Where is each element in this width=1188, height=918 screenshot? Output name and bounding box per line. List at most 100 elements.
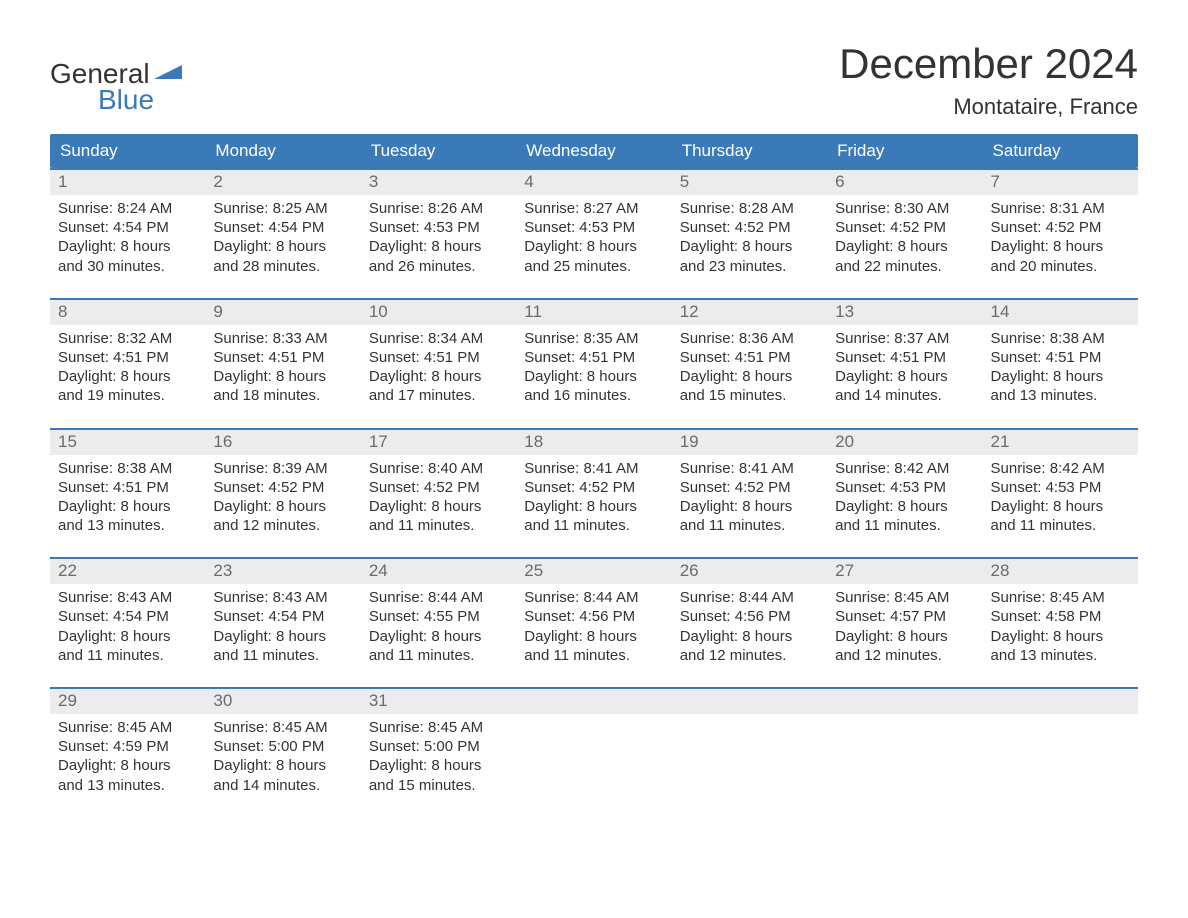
day-number: 21 (983, 430, 1138, 455)
sunrise-line: Sunrise: 8:42 AM (835, 459, 974, 478)
daylight-line-2: and 11 minutes. (680, 516, 819, 535)
day-body: Sunrise: 8:43 AMSunset: 4:54 PMDaylight:… (50, 584, 205, 671)
sunset-line: Sunset: 4:56 PM (524, 607, 663, 626)
calendar-cell: 16Sunrise: 8:39 AMSunset: 4:52 PMDayligh… (205, 430, 360, 542)
day-body: Sunrise: 8:39 AMSunset: 4:52 PMDaylight:… (205, 455, 360, 542)
day-body: Sunrise: 8:26 AMSunset: 4:53 PMDaylight:… (361, 195, 516, 282)
sunset-line: Sunset: 4:51 PM (835, 348, 974, 367)
daylight-line-2: and 30 minutes. (58, 257, 197, 276)
day-number: 30 (205, 689, 360, 714)
day-body: Sunrise: 8:34 AMSunset: 4:51 PMDaylight:… (361, 325, 516, 412)
daylight-line-1: Daylight: 8 hours (369, 367, 508, 386)
sunrise-line: Sunrise: 8:43 AM (213, 588, 352, 607)
day-body: Sunrise: 8:31 AMSunset: 4:52 PMDaylight:… (983, 195, 1138, 282)
location: Montataire, France (839, 94, 1138, 120)
sunrise-line: Sunrise: 8:35 AM (524, 329, 663, 348)
daylight-line-2: and 13 minutes. (58, 516, 197, 535)
daylight-line-2: and 13 minutes. (991, 386, 1130, 405)
daylight-line-2: and 20 minutes. (991, 257, 1130, 276)
sunset-line: Sunset: 4:52 PM (991, 218, 1130, 237)
daylight-line-1: Daylight: 8 hours (58, 367, 197, 386)
day-body: Sunrise: 8:44 AMSunset: 4:56 PMDaylight:… (672, 584, 827, 671)
day-number: 26 (672, 559, 827, 584)
day-body: Sunrise: 8:45 AMSunset: 4:59 PMDaylight:… (50, 714, 205, 801)
sunrise-line: Sunrise: 8:44 AM (524, 588, 663, 607)
sunrise-line: Sunrise: 8:38 AM (991, 329, 1130, 348)
day-number: 7 (983, 170, 1138, 195)
daylight-line-1: Daylight: 8 hours (213, 367, 352, 386)
calendar-cell: 8Sunrise: 8:32 AMSunset: 4:51 PMDaylight… (50, 300, 205, 412)
dayname: Friday (827, 134, 982, 168)
daylight-line-1: Daylight: 8 hours (58, 497, 197, 516)
day-number: 23 (205, 559, 360, 584)
sunset-line: Sunset: 4:52 PM (680, 478, 819, 497)
calendar-cell: 3Sunrise: 8:26 AMSunset: 4:53 PMDaylight… (361, 170, 516, 282)
week: 22Sunrise: 8:43 AMSunset: 4:54 PMDayligh… (50, 557, 1138, 671)
daylight-line-1: Daylight: 8 hours (369, 237, 508, 256)
page-title: December 2024 (839, 40, 1138, 88)
calendar-cell: 28Sunrise: 8:45 AMSunset: 4:58 PMDayligh… (983, 559, 1138, 671)
day-number: 16 (205, 430, 360, 455)
day-body: Sunrise: 8:44 AMSunset: 4:55 PMDaylight:… (361, 584, 516, 671)
sunrise-line: Sunrise: 8:25 AM (213, 199, 352, 218)
daylight-line-1: Daylight: 8 hours (835, 497, 974, 516)
calendar-cell: 29Sunrise: 8:45 AMSunset: 4:59 PMDayligh… (50, 689, 205, 801)
daylight-line-1: Daylight: 8 hours (524, 367, 663, 386)
day-number: 24 (361, 559, 516, 584)
calendar-cell: 23Sunrise: 8:43 AMSunset: 4:54 PMDayligh… (205, 559, 360, 671)
calendar-cell (672, 689, 827, 801)
sunset-line: Sunset: 4:54 PM (58, 218, 197, 237)
calendar-cell: 20Sunrise: 8:42 AMSunset: 4:53 PMDayligh… (827, 430, 982, 542)
daylight-line-2: and 11 minutes. (991, 516, 1130, 535)
flag-icon (154, 65, 182, 83)
day-number (983, 689, 1138, 714)
dayname: Thursday (672, 134, 827, 168)
day-number: 27 (827, 559, 982, 584)
daylight-line-2: and 11 minutes. (524, 516, 663, 535)
daylight-line-2: and 11 minutes. (213, 646, 352, 665)
sunset-line: Sunset: 4:58 PM (991, 607, 1130, 626)
dayname: Sunday (50, 134, 205, 168)
calendar-cell: 18Sunrise: 8:41 AMSunset: 4:52 PMDayligh… (516, 430, 671, 542)
sunrise-line: Sunrise: 8:26 AM (369, 199, 508, 218)
day-body: Sunrise: 8:45 AMSunset: 4:57 PMDaylight:… (827, 584, 982, 671)
daylight-line-2: and 22 minutes. (835, 257, 974, 276)
sunrise-line: Sunrise: 8:36 AM (680, 329, 819, 348)
sunrise-line: Sunrise: 8:43 AM (58, 588, 197, 607)
day-number (672, 689, 827, 714)
sunset-line: Sunset: 4:51 PM (680, 348, 819, 367)
sunset-line: Sunset: 4:51 PM (58, 348, 197, 367)
dayname: Saturday (983, 134, 1138, 168)
daylight-line-2: and 14 minutes. (835, 386, 974, 405)
day-body: Sunrise: 8:36 AMSunset: 4:51 PMDaylight:… (672, 325, 827, 412)
day-body: Sunrise: 8:30 AMSunset: 4:52 PMDaylight:… (827, 195, 982, 282)
daylight-line-1: Daylight: 8 hours (835, 367, 974, 386)
daylight-line-2: and 13 minutes. (991, 646, 1130, 665)
calendar-cell (827, 689, 982, 801)
week: 29Sunrise: 8:45 AMSunset: 4:59 PMDayligh… (50, 687, 1138, 801)
daylight-line-1: Daylight: 8 hours (58, 627, 197, 646)
daylight-line-2: and 18 minutes. (213, 386, 352, 405)
sunrise-line: Sunrise: 8:45 AM (369, 718, 508, 737)
dayname-row: SundayMondayTuesdayWednesdayThursdayFrid… (50, 134, 1138, 168)
daylight-line-1: Daylight: 8 hours (524, 497, 663, 516)
sunset-line: Sunset: 4:53 PM (991, 478, 1130, 497)
day-body: Sunrise: 8:32 AMSunset: 4:51 PMDaylight:… (50, 325, 205, 412)
day-body: Sunrise: 8:42 AMSunset: 4:53 PMDaylight:… (827, 455, 982, 542)
daylight-line-2: and 12 minutes. (213, 516, 352, 535)
day-body: Sunrise: 8:28 AMSunset: 4:52 PMDaylight:… (672, 195, 827, 282)
daylight-line-2: and 12 minutes. (835, 646, 974, 665)
sunrise-line: Sunrise: 8:44 AM (680, 588, 819, 607)
calendar-cell: 11Sunrise: 8:35 AMSunset: 4:51 PMDayligh… (516, 300, 671, 412)
day-body: Sunrise: 8:40 AMSunset: 4:52 PMDaylight:… (361, 455, 516, 542)
calendar-cell: 1Sunrise: 8:24 AMSunset: 4:54 PMDaylight… (50, 170, 205, 282)
day-number: 15 (50, 430, 205, 455)
sunrise-line: Sunrise: 8:32 AM (58, 329, 197, 348)
calendar-cell: 31Sunrise: 8:45 AMSunset: 5:00 PMDayligh… (361, 689, 516, 801)
daylight-line-2: and 11 minutes. (58, 646, 197, 665)
day-number: 1 (50, 170, 205, 195)
sunset-line: Sunset: 4:51 PM (991, 348, 1130, 367)
dayname: Monday (205, 134, 360, 168)
sunrise-line: Sunrise: 8:40 AM (369, 459, 508, 478)
sunset-line: Sunset: 5:00 PM (369, 737, 508, 756)
